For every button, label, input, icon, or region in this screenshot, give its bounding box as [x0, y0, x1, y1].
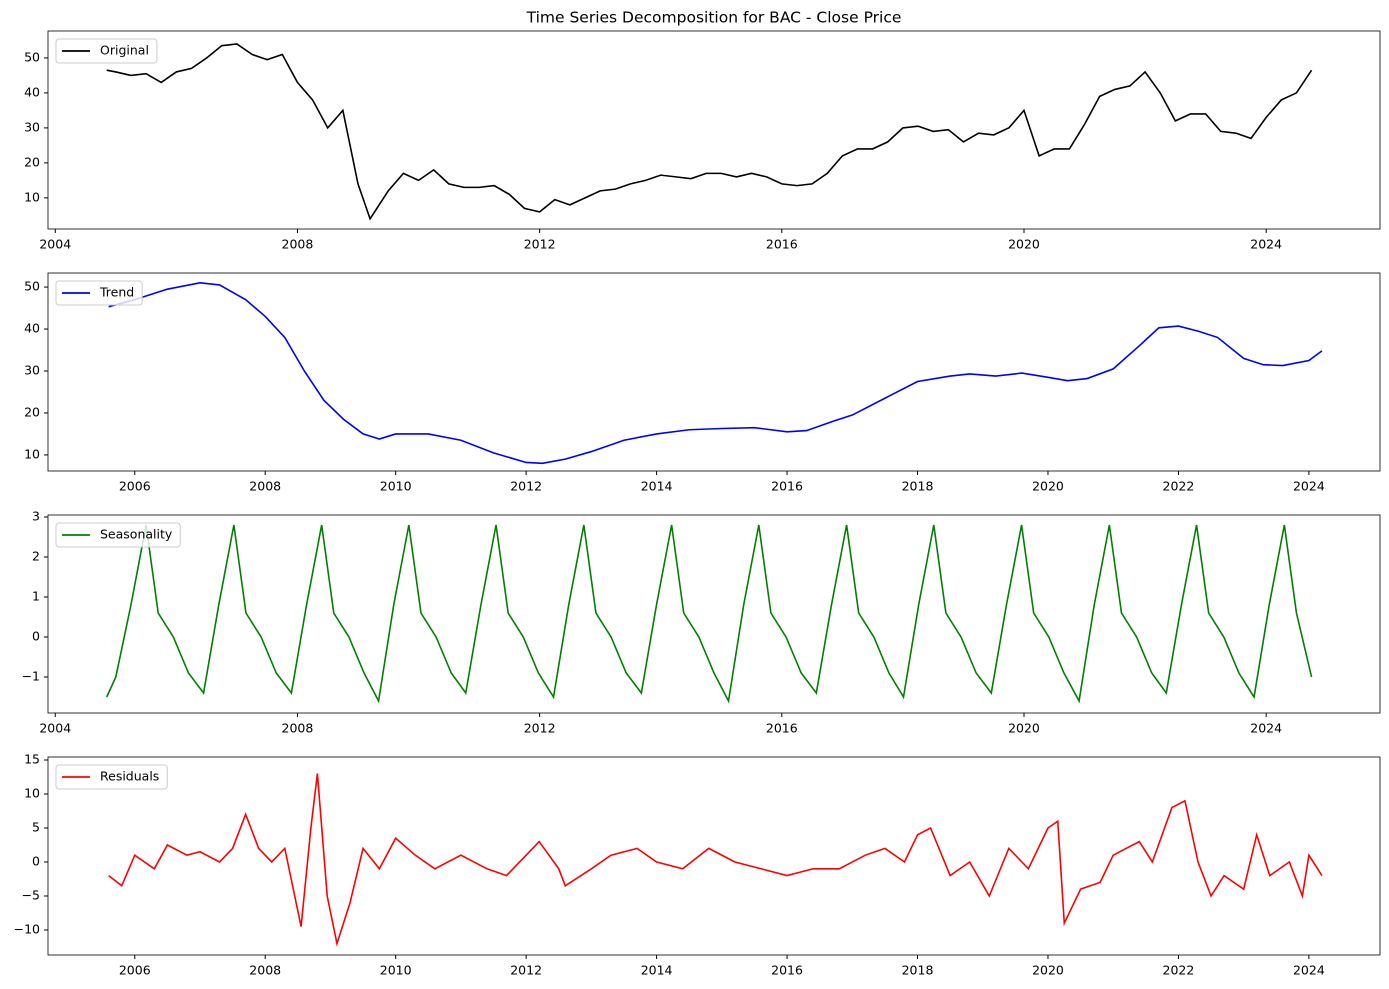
y-tick-label: 1 — [32, 589, 40, 604]
x-tick-label: 2022 — [1163, 963, 1195, 978]
x-tick-label: 2014 — [641, 479, 673, 494]
x-tick-label: 2008 — [249, 479, 281, 494]
data-line — [106, 524, 1313, 704]
x-tick-label: 2010 — [380, 963, 412, 978]
x-tick-label: 2012 — [510, 963, 542, 978]
axes-frame — [47, 514, 1381, 714]
y-tick-label: 50 — [24, 279, 40, 294]
y-tick-label: 20 — [24, 154, 40, 169]
x-tick-label: 2014 — [641, 963, 673, 978]
x-tick-label: 2018 — [902, 963, 934, 978]
y-tick-label: 40 — [24, 84, 40, 99]
y-tick-label: 5 — [32, 819, 40, 834]
x-tick-label: 2016 — [771, 479, 803, 494]
legend-box — [55, 280, 143, 306]
y-tick-label: 50 — [24, 49, 40, 64]
x-tick-label: 2008 — [249, 963, 281, 978]
y-tick-label: 15 — [24, 751, 40, 766]
legend: Trend — [55, 280, 143, 306]
x-tick-label: 2020 — [1032, 963, 1064, 978]
y-tick-label: 40 — [24, 321, 40, 336]
axes-frame — [47, 756, 1381, 956]
x-tick-label: 2008 — [282, 721, 314, 736]
legend-label: Seasonality — [100, 527, 173, 542]
data-line — [108, 773, 1323, 947]
x-tick-label: 2006 — [119, 963, 151, 978]
axes-frame — [47, 30, 1381, 230]
legend-label: Residuals — [100, 769, 159, 784]
x-tick-label: 2016 — [766, 237, 798, 252]
x-tick-label: 2004 — [39, 237, 71, 252]
chart-title: Time Series Decomposition for BAC - Clos… — [526, 9, 902, 27]
y-tick-label: 20 — [24, 404, 40, 419]
x-tick-label: 2022 — [1163, 479, 1195, 494]
x-tick-label: 2012 — [510, 479, 542, 494]
data-line — [108, 282, 1323, 465]
x-tick-label: 2020 — [1008, 721, 1040, 736]
x-tick-label: 2024 — [1293, 963, 1325, 978]
axes-frame — [47, 272, 1381, 472]
x-tick-label: 2008 — [282, 237, 314, 252]
x-tick-label: 2016 — [766, 721, 798, 736]
y-tick-label: 30 — [24, 119, 40, 134]
y-tick-label: −1 — [22, 669, 40, 684]
data-line — [106, 43, 1313, 221]
legend-box — [55, 522, 181, 548]
y-tick-label: −5 — [22, 887, 40, 902]
legend-box — [55, 38, 158, 64]
y-tick-label: 0 — [32, 629, 40, 644]
y-tick-label: 10 — [24, 189, 40, 204]
x-tick-label: 2020 — [1032, 479, 1064, 494]
x-tick-label: 2006 — [119, 479, 151, 494]
x-tick-label: 2004 — [39, 721, 71, 736]
y-tick-label: 2 — [32, 549, 40, 564]
legend: Seasonality — [55, 522, 181, 548]
x-tick-label: 2020 — [1008, 237, 1040, 252]
y-tick-label: 30 — [24, 362, 40, 377]
x-tick-label: 2018 — [902, 479, 934, 494]
y-tick-label: −10 — [14, 921, 40, 936]
x-tick-label: 2012 — [524, 721, 556, 736]
y-tick-label: 10 — [24, 785, 40, 800]
x-tick-label: 2024 — [1250, 721, 1282, 736]
y-tick-label: 3 — [32, 509, 40, 524]
x-tick-label: 2024 — [1250, 237, 1282, 252]
legend-box — [55, 764, 168, 790]
x-tick-label: 2012 — [524, 237, 556, 252]
legend-label: Original — [100, 43, 149, 58]
y-tick-label: 10 — [24, 446, 40, 461]
legend-label: Trend — [99, 285, 134, 300]
y-tick-label: 0 — [32, 853, 40, 868]
x-tick-label: 2016 — [771, 963, 803, 978]
legend: Original — [55, 38, 158, 64]
legend: Residuals — [55, 764, 168, 790]
x-tick-label: 2010 — [380, 479, 412, 494]
x-tick-label: 2024 — [1293, 479, 1325, 494]
